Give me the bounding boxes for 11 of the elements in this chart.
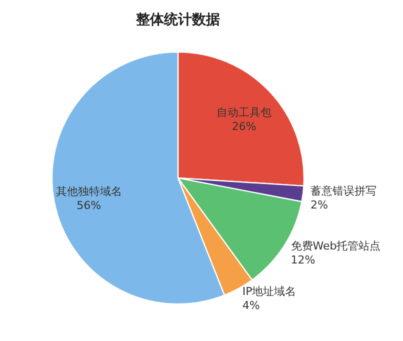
data-label: 26% [232,120,256,133]
slice-label: 免费Web托管站点 [290,240,381,253]
chart-title: 整体统计数据 [135,11,220,28]
slice-label: 自动工具包 [216,106,272,119]
slice-label: 蓄意错误拼写 [310,184,377,198]
data-label: 4% [242,299,260,312]
slice-label: 其他独特域名 [56,185,122,198]
data-label: 12% [290,254,316,267]
data-label: 2% [310,198,328,212]
data-label: 56% [76,199,102,212]
slice-label: IP地址域名 [242,285,296,298]
